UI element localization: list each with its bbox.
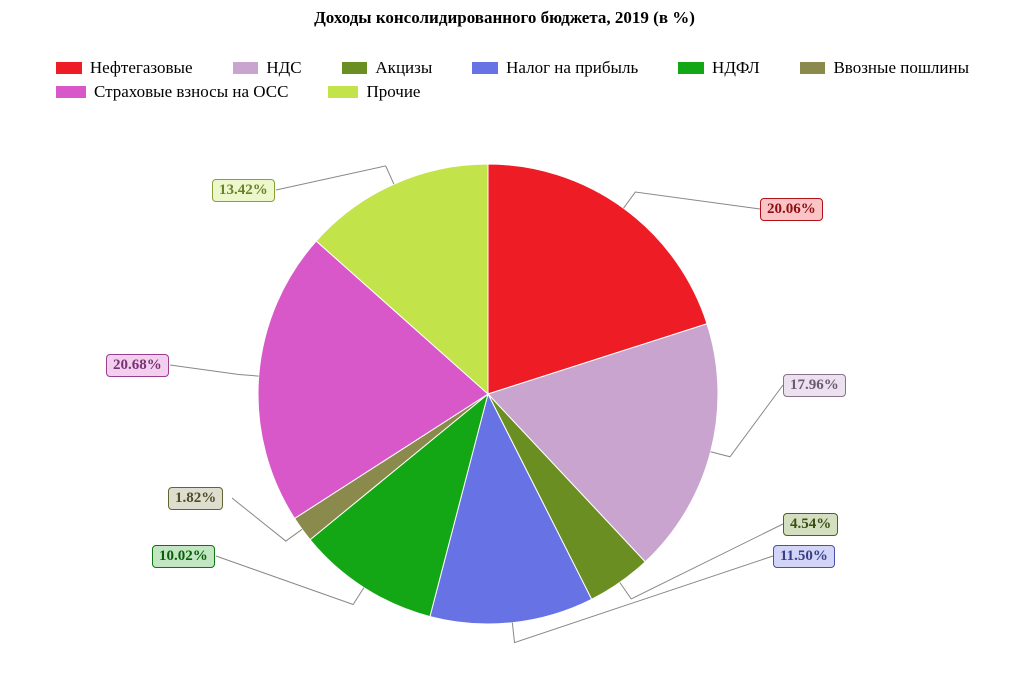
legend-label: Ввозные пошлины [833,56,969,80]
legend: Нефтегазовые НДС Акцизы Налог на прибыль НДФ… [56,56,1009,104]
legend-label: Налог на прибыль [506,56,638,80]
legend-label: Страховые взносы на ОСС [94,80,288,104]
legend-swatch [56,62,82,74]
legend-label: Акцизы [375,56,432,80]
slice-label: 20.06% [760,198,823,221]
slice-label: 1.82% [168,487,223,510]
slice-label: 11.50% [773,545,835,568]
slice-label: 17.96% [783,374,846,397]
legend-row: Страховые взносы на ОСС Прочие [56,80,1009,104]
legend-label: НДС [266,56,301,80]
slice-label: 13.42% [212,179,275,202]
legend-swatch [342,62,368,74]
pie-chart: 20.06% 17.96% 4.54% 11.50% 10.02% 1.82% 20.68%… [0,104,1009,664]
legend-swatch [678,62,704,74]
leader-line [276,166,394,190]
leader-line [624,192,760,209]
slice-label: 20.68% [106,354,169,377]
legend-label: Нефтегазовые [90,56,193,80]
pie-svg [0,104,1009,664]
legend-label: Прочие [366,80,420,104]
legend-swatch [233,62,259,74]
chart-title: Доходы консолидированного бюджета, 2019 … [0,0,1009,28]
slice-label: 10.02% [152,545,215,568]
slice-label: 4.54% [783,513,838,536]
legend-swatch [328,86,358,98]
legend-swatch [472,62,498,74]
legend-swatch [56,86,86,98]
legend-label: НДФЛ [712,56,760,80]
legend-row: Нефтегазовые НДС Акцизы Налог на прибыль НДФ… [56,56,1009,80]
leader-line [170,365,259,376]
leader-line [711,385,783,457]
legend-swatch [800,62,826,74]
